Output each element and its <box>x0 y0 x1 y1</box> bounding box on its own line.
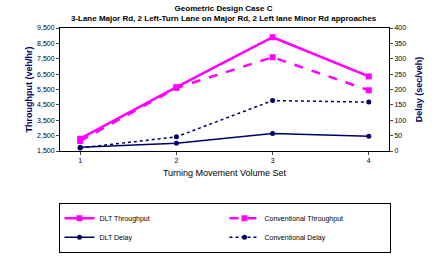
svg-text:50: 50 <box>394 132 402 139</box>
svg-text:1: 1 <box>78 157 82 164</box>
svg-text:1,500: 1,500 <box>37 147 55 154</box>
svg-text:9,500: 9,500 <box>37 24 55 31</box>
svg-text:Geometric Design Case C3-Lane: Geometric Design Case C3-Lane Major Rd, … <box>71 4 377 23</box>
svg-text:Conventional Delay: Conventional Delay <box>265 234 326 242</box>
svg-text:Throughput (veh/hr): Throughput (veh/hr) <box>24 47 34 133</box>
svg-text:Conventional Throughput: Conventional Throughput <box>265 215 344 223</box>
svg-text:350: 350 <box>394 40 406 47</box>
svg-text:200: 200 <box>394 86 406 93</box>
svg-text:0: 0 <box>394 147 398 154</box>
svg-text:4: 4 <box>367 157 371 164</box>
svg-text:5,500: 5,500 <box>37 86 55 93</box>
svg-text:150: 150 <box>394 101 406 108</box>
svg-text:3: 3 <box>271 157 275 164</box>
svg-text:3,500: 3,500 <box>37 117 55 124</box>
svg-text:7,500: 7,500 <box>37 55 55 62</box>
svg-text:250: 250 <box>394 71 406 78</box>
svg-text:4,500: 4,500 <box>37 101 55 108</box>
svg-text:DLT Delay: DLT Delay <box>100 234 133 242</box>
svg-text:6,500: 6,500 <box>37 71 55 78</box>
svg-text:100: 100 <box>394 117 406 124</box>
svg-text:2,500: 2,500 <box>37 132 55 139</box>
svg-text:DLT Throughput: DLT Throughput <box>100 215 150 223</box>
svg-text:Delay (sec/veh): Delay (sec/veh) <box>414 57 424 123</box>
svg-text:Turning Movement Volume Set: Turning Movement Volume Set <box>163 168 287 178</box>
svg-text:300: 300 <box>394 55 406 62</box>
svg-text:2: 2 <box>174 157 178 164</box>
svg-text:8,500: 8,500 <box>37 40 55 47</box>
svg-text:400: 400 <box>394 24 406 31</box>
